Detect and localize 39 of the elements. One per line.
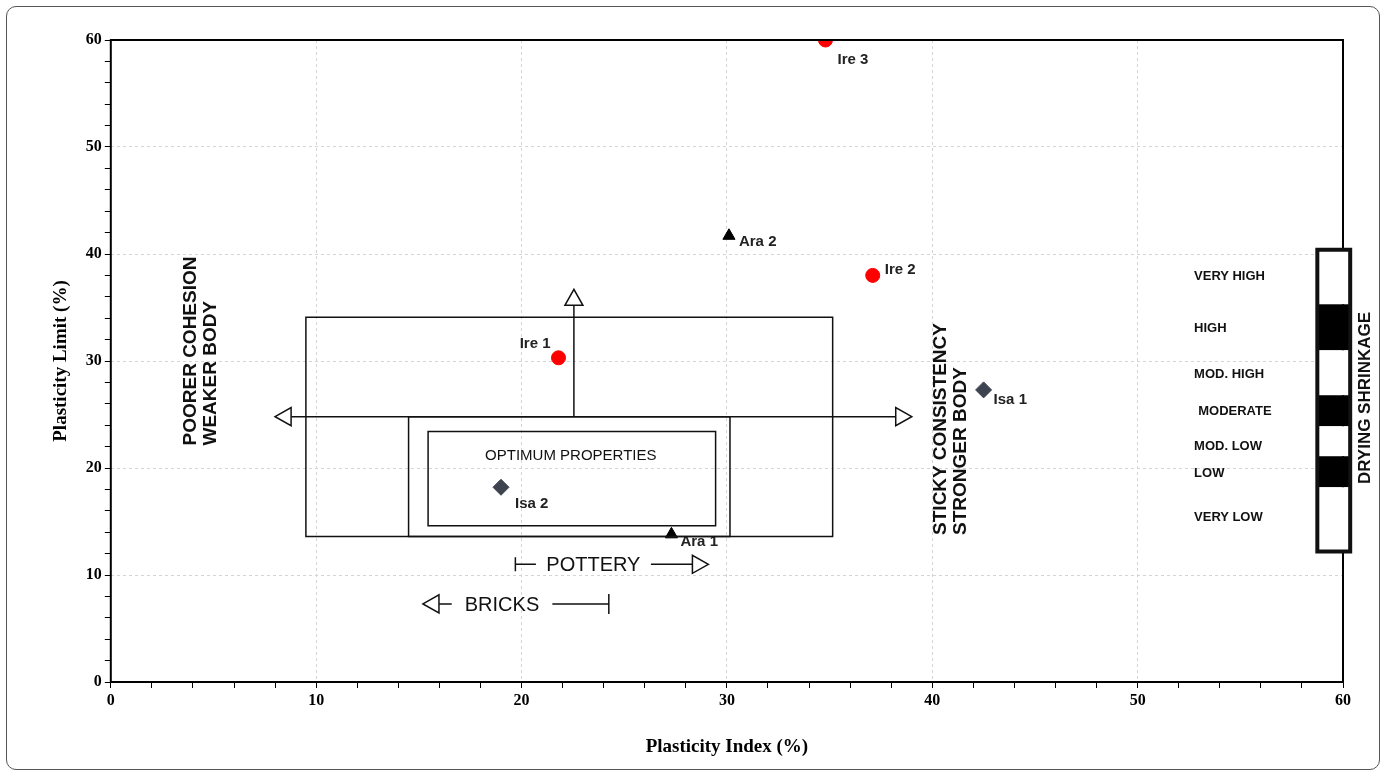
- x-tick-label: 40: [924, 690, 941, 708]
- x-tick-label: 20: [513, 690, 530, 708]
- y-axis-title: Plasticity Limit (%): [49, 280, 72, 442]
- annotation: BRICKS: [464, 592, 540, 615]
- y-tick-label: 10: [85, 565, 102, 583]
- annotation: HIGH: [1194, 320, 1227, 336]
- annotation: VERY LOW: [1194, 509, 1263, 525]
- y-tick-label: 60: [85, 30, 102, 48]
- y-tick-label: 30: [85, 351, 102, 369]
- x-tick-label: 30: [718, 690, 735, 708]
- annotation: VERY HIGH: [1194, 268, 1265, 284]
- y-tick-label: 40: [85, 244, 102, 262]
- series-label: Isa 1: [993, 390, 1027, 408]
- annotation: POTTERY: [546, 552, 641, 575]
- annotation: MODERATE: [1198, 403, 1272, 419]
- point: [551, 350, 566, 366]
- series-label: Ire 1: [519, 333, 551, 351]
- point: [492, 478, 510, 496]
- x-tick-label: 0: [106, 690, 115, 708]
- x-axis-title: Plasticity Index (%): [645, 734, 809, 757]
- annotation: OPTIMUM PROPERTIES: [485, 446, 657, 464]
- point: [975, 381, 993, 399]
- x-tick-label: 10: [308, 690, 325, 708]
- annotation: POORER COHESION WEAKER BODY: [179, 256, 221, 446]
- annotation: STICKY CONSISTENCY STRONGER BODY: [928, 323, 970, 536]
- x-tick-label: 60: [1335, 690, 1351, 708]
- series-label: Ire 3: [837, 50, 869, 68]
- series-label: Isa 2: [515, 494, 549, 512]
- y-tick-label: 20: [85, 458, 102, 476]
- annotation: MOD. HIGH: [1194, 366, 1265, 382]
- point: [865, 267, 881, 283]
- series-label: Ara 2: [738, 231, 777, 249]
- y-tick-label: 0: [93, 672, 102, 690]
- annotation: LOW: [1194, 465, 1225, 481]
- y-tick-label: 50: [85, 137, 102, 155]
- x-tick-label: 50: [1129, 690, 1146, 708]
- text: DRYING SHRINKAGE: [1354, 312, 1374, 485]
- series-label: Ire 2: [884, 259, 916, 277]
- annotation: MOD. LOW: [1194, 437, 1262, 453]
